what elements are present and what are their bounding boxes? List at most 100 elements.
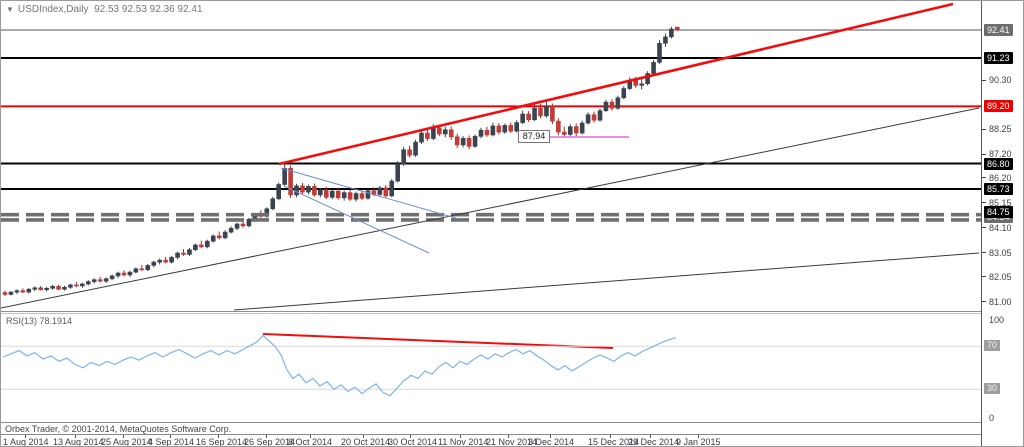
candle-body (383, 187, 389, 197)
date-axis[interactable]: 1 Aug 2014 13 Aug 2014 25 Aug 2014 4 Sep 20… (1, 435, 981, 447)
candle-body (341, 192, 347, 199)
date-tick-mark (310, 435, 311, 438)
candle-body (175, 252, 180, 258)
candle-body (240, 223, 246, 227)
candle-body (395, 163, 401, 182)
date-tick-mark (75, 435, 76, 438)
candle-body (669, 28, 674, 38)
candle-body (20, 290, 26, 293)
candle-body (651, 62, 656, 74)
candle-body (472, 136, 478, 147)
price-tick-label: 81.00 (989, 296, 1012, 307)
candle-body (205, 240, 210, 248)
candle-body (300, 185, 305, 193)
candle-body (609, 101, 615, 109)
candle-body (496, 125, 502, 133)
bullish-trendline-red (278, 2, 954, 166)
long-term-trendline-steep (1, 107, 980, 309)
candle-body (645, 73, 650, 85)
candle-body (139, 268, 145, 271)
candle-body (115, 272, 121, 277)
candle-body (97, 279, 103, 282)
status-bar: Orbex Trader, © 2001-2014, MetaQuotes So… (1, 422, 981, 435)
price-flag-8794[interactable]: 87.94 (518, 130, 550, 143)
candle-body (466, 137, 472, 147)
candle-body (62, 287, 67, 290)
candle-body (68, 284, 73, 288)
candle-body (353, 193, 359, 200)
date-tick-label: 4 Sep 2014 (148, 437, 195, 447)
price-tick-mark (982, 276, 986, 278)
price-tick-mark (982, 252, 986, 254)
flag-upper-blue (280, 167, 460, 220)
candle-body (270, 198, 276, 210)
candle-body (222, 231, 228, 239)
chart-canvas[interactable] (1, 1, 981, 447)
candle-body (228, 227, 234, 233)
candle-body (460, 137, 466, 146)
candle-body (276, 184, 282, 200)
price-tick-mark (982, 128, 986, 130)
candle-body (109, 275, 115, 280)
candle-body (323, 189, 329, 198)
candle-body (133, 268, 139, 273)
candle-body (425, 132, 430, 139)
ohlc-readout: 92.53 92.53 92.36 92.41 (94, 4, 203, 15)
price-tick-mark (982, 79, 986, 81)
price-level-chip-89.20: 89.20 (984, 100, 1013, 113)
candle-body (484, 129, 490, 136)
candle-body (121, 272, 127, 276)
candle-body (347, 192, 353, 200)
candle-body (508, 125, 514, 132)
date-tick-label: 16 Sep 2014 (196, 437, 248, 447)
copyright-text: Orbex Trader, © 2001-2014, MetaQuotes So… (5, 424, 232, 434)
candle-body (591, 114, 597, 121)
candle-body (526, 113, 531, 121)
candle-body (187, 249, 192, 255)
date-tick-label: 20 Oct 2014 (341, 437, 391, 447)
price-level-chip-91.23: 91.23 (984, 52, 1013, 65)
date-tick-label: 29 Dec 2014 (628, 437, 680, 447)
candle-body (490, 125, 496, 136)
candle-body (14, 290, 20, 293)
candle-body (448, 129, 454, 138)
candle-body (550, 106, 555, 122)
candle-body (169, 257, 174, 263)
candle-body (431, 127, 436, 139)
date-tick-label: 9 Jan 2015 (676, 437, 721, 447)
date-tick-label: 25 Aug 2014 (101, 437, 152, 447)
candle-body (597, 110, 603, 121)
candle-body (157, 259, 162, 263)
candle-body (442, 129, 448, 135)
rsi-axis-100: 100 (989, 315, 1005, 325)
price-axis[interactable]: 90.30 88.25 87.20 86.20 85.15 84.10 83.05 82.05… (981, 1, 1023, 446)
candle-body (306, 186, 311, 193)
candle-body (585, 114, 591, 124)
candle-body (657, 42, 662, 63)
rsi-axis-70: 70 (984, 340, 1001, 352)
price-tick-label: 86.20 (989, 172, 1012, 183)
candle-body (246, 218, 252, 227)
candle-body (615, 97, 621, 109)
date-tick-label: 26 Sep 2014 (244, 437, 296, 447)
price-tick-mark (982, 202, 986, 204)
date-tick-mark (650, 435, 651, 438)
candle-body (556, 120, 561, 133)
price-tick-mark (982, 153, 986, 155)
candle-body (50, 286, 55, 289)
date-tick-label: 1 Aug 2014 (3, 437, 49, 447)
candle-body (38, 287, 44, 291)
candle-body (32, 287, 38, 290)
collapse-triangle-icon[interactable]: ▼ (6, 5, 14, 14)
candle-body (216, 235, 222, 239)
date-tick-mark (266, 435, 267, 438)
candle-body (80, 283, 85, 287)
price-tick-label: 88.25 (989, 124, 1012, 134)
candle-body (359, 193, 365, 199)
candle-body (675, 26, 680, 31)
rsi-axis-0: 0 (989, 412, 995, 423)
rsi-line (2, 334, 677, 397)
rsi-axis-30: 30 (984, 383, 1001, 395)
candle-body (401, 149, 406, 165)
